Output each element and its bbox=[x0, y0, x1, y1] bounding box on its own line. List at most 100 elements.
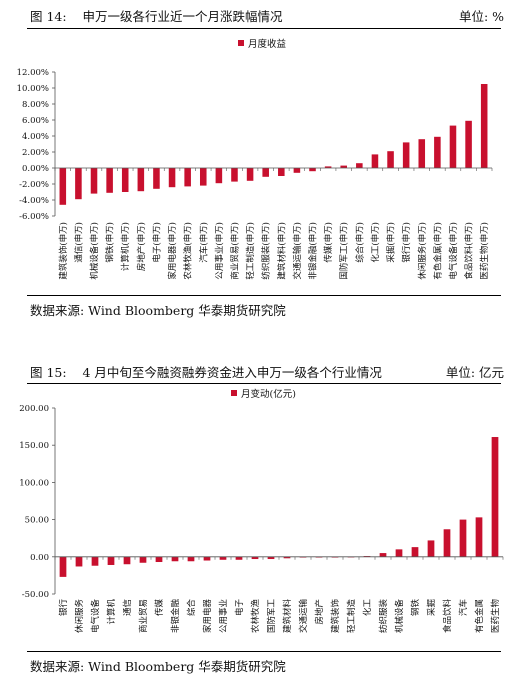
bar-15 bbox=[278, 168, 285, 176]
bar-18 bbox=[324, 166, 332, 168]
bar-8 bbox=[168, 168, 176, 188]
figure-15-unit: 单位: 亿元 bbox=[445, 365, 504, 380]
category-label: 商业贸易(申万) bbox=[229, 222, 240, 280]
bar-24 bbox=[427, 540, 435, 557]
category-label: 电气设备(申万) bbox=[448, 222, 459, 280]
figure-14-bottom-rule bbox=[27, 295, 501, 296]
figure-15-bottom-rule bbox=[27, 651, 501, 652]
category-label: 建筑装饰(申万) bbox=[58, 222, 69, 280]
category-label: 医药生物(申万) bbox=[479, 222, 490, 280]
category-label: 纺织服装 bbox=[378, 599, 389, 634]
figure-15-chart: 月变动(亿元) -50.00 0.00 50.00 100.00 150.00 200.00… bbox=[19, 388, 504, 634]
category-label: 电气设备 bbox=[90, 599, 101, 634]
category-label: 建筑材料(申万) bbox=[276, 222, 287, 280]
legend-swatch bbox=[238, 40, 244, 46]
y-tick-label: 150.00 bbox=[19, 441, 49, 451]
category-label: 休闲服务(申万) bbox=[417, 222, 428, 280]
figure-14-header: 图 14: 申万一级各行业近一个月涨跌幅情况 单位: % bbox=[0, 2, 522, 26]
figure-15-source: 数据来源: Wind Bloomberg 华泰期货研究院 bbox=[30, 659, 286, 674]
category-label: 休闲服务 bbox=[74, 599, 85, 634]
bar-21 bbox=[379, 553, 387, 557]
category-label: 国防军工 bbox=[266, 599, 277, 634]
y-tick-label: -6.00% bbox=[19, 212, 49, 222]
y-tick-label: 8.00% bbox=[22, 100, 49, 110]
bar-28 bbox=[480, 84, 488, 168]
category-label: 食品饮料(申万) bbox=[464, 222, 475, 280]
bar-11 bbox=[215, 168, 223, 184]
bar-7 bbox=[155, 556, 163, 563]
category-label: 建筑装饰 bbox=[330, 599, 341, 634]
bar-14 bbox=[262, 168, 269, 177]
bar-12 bbox=[231, 168, 238, 182]
category-label: 银行(申万) bbox=[401, 222, 412, 263]
category-label: 计算机 bbox=[106, 599, 117, 625]
category-label: 传媒(申万) bbox=[323, 222, 334, 263]
legend-label: 月变动(亿元) bbox=[241, 388, 296, 400]
category-label: 轻工制造(申万) bbox=[245, 222, 256, 280]
bar-13 bbox=[251, 556, 259, 560]
bar-12 bbox=[235, 556, 243, 560]
bar-4 bbox=[107, 556, 115, 565]
category-label: 食品饮料 bbox=[442, 599, 453, 634]
figure-14-unit: 单位: % bbox=[458, 9, 504, 24]
category-label: 公用事业(申万) bbox=[214, 222, 225, 280]
bar-28 bbox=[491, 437, 499, 557]
bar-24 bbox=[418, 139, 426, 168]
figure-15-header: 图 15: 4 月中旬至今融资融券资金进入申万一级各个行业情况 单位: 亿元 bbox=[0, 358, 522, 382]
bar-22 bbox=[395, 549, 403, 557]
bar-7 bbox=[153, 168, 160, 189]
y-tick-label: 10.00% bbox=[17, 84, 49, 94]
category-label: 电子(申万) bbox=[151, 222, 162, 263]
category-label: 通信(申万) bbox=[73, 222, 84, 263]
y-tick-label: 0.00 bbox=[30, 553, 49, 563]
bar-22 bbox=[387, 151, 394, 168]
figure-14-source: 数据来源: Wind Bloomberg 华泰期货研究院 bbox=[30, 303, 286, 318]
category-label: 银行 bbox=[58, 599, 69, 617]
bar-27 bbox=[475, 517, 483, 557]
category-label: 交通运输 bbox=[298, 599, 309, 634]
bar-6 bbox=[137, 168, 145, 192]
category-label: 轻工制造 bbox=[346, 599, 357, 634]
category-label: 交通运输(申万) bbox=[292, 222, 303, 280]
category-label: 农林牧渔 bbox=[250, 599, 261, 634]
bar-10 bbox=[203, 556, 211, 561]
category-label: 汽车 bbox=[458, 599, 469, 616]
category-label: 家用电器(申万) bbox=[167, 222, 178, 280]
bar-23 bbox=[402, 142, 410, 168]
category-label: 电子 bbox=[234, 599, 245, 617]
bar-16 bbox=[293, 168, 301, 173]
bar-5 bbox=[123, 556, 131, 565]
legend: 月变动(亿元) bbox=[231, 388, 296, 400]
category-label: 化工(申万) bbox=[370, 222, 381, 263]
figure-14-top-rule bbox=[27, 28, 501, 29]
bar-20 bbox=[356, 163, 363, 168]
category-label: 综合(申万) bbox=[354, 222, 365, 263]
category-label: 纺织服装(申万) bbox=[261, 222, 272, 280]
bar-13 bbox=[246, 168, 254, 181]
bar-10 bbox=[199, 168, 207, 186]
figure-15-title: 图 15: 4 月中旬至今融资融券资金进入申万一级各个行业情况 bbox=[30, 365, 382, 380]
bar-27 bbox=[465, 120, 472, 168]
bar-2 bbox=[75, 556, 83, 567]
category-label: 建筑材料 bbox=[282, 599, 293, 634]
y-tick-label: 0.00% bbox=[22, 164, 49, 174]
category-label: 传媒 bbox=[154, 599, 165, 617]
category-label: 有色金属(申万) bbox=[432, 222, 443, 280]
category-label: 采掘 bbox=[426, 599, 437, 616]
bar-9 bbox=[187, 556, 195, 562]
y-tick-label: -50.00 bbox=[22, 590, 49, 600]
figure-15-top-rule bbox=[27, 383, 501, 384]
y-tick-label: 100.00 bbox=[19, 478, 49, 488]
category-label: 机械设备 bbox=[394, 599, 405, 634]
bar-6 bbox=[139, 556, 147, 563]
bar-3 bbox=[90, 168, 98, 194]
category-label: 机械设备(申万) bbox=[89, 222, 100, 280]
bar-8 bbox=[171, 556, 179, 562]
bar-1 bbox=[59, 168, 67, 205]
category-label: 商业贸易 bbox=[138, 599, 149, 633]
y-tick-label: 6.00% bbox=[22, 116, 49, 126]
category-label: 房地产(申万) bbox=[136, 222, 147, 271]
category-label: 房地产 bbox=[314, 599, 325, 625]
y-tick-label: 12.00% bbox=[17, 68, 49, 78]
category-label: 通信 bbox=[122, 599, 133, 617]
